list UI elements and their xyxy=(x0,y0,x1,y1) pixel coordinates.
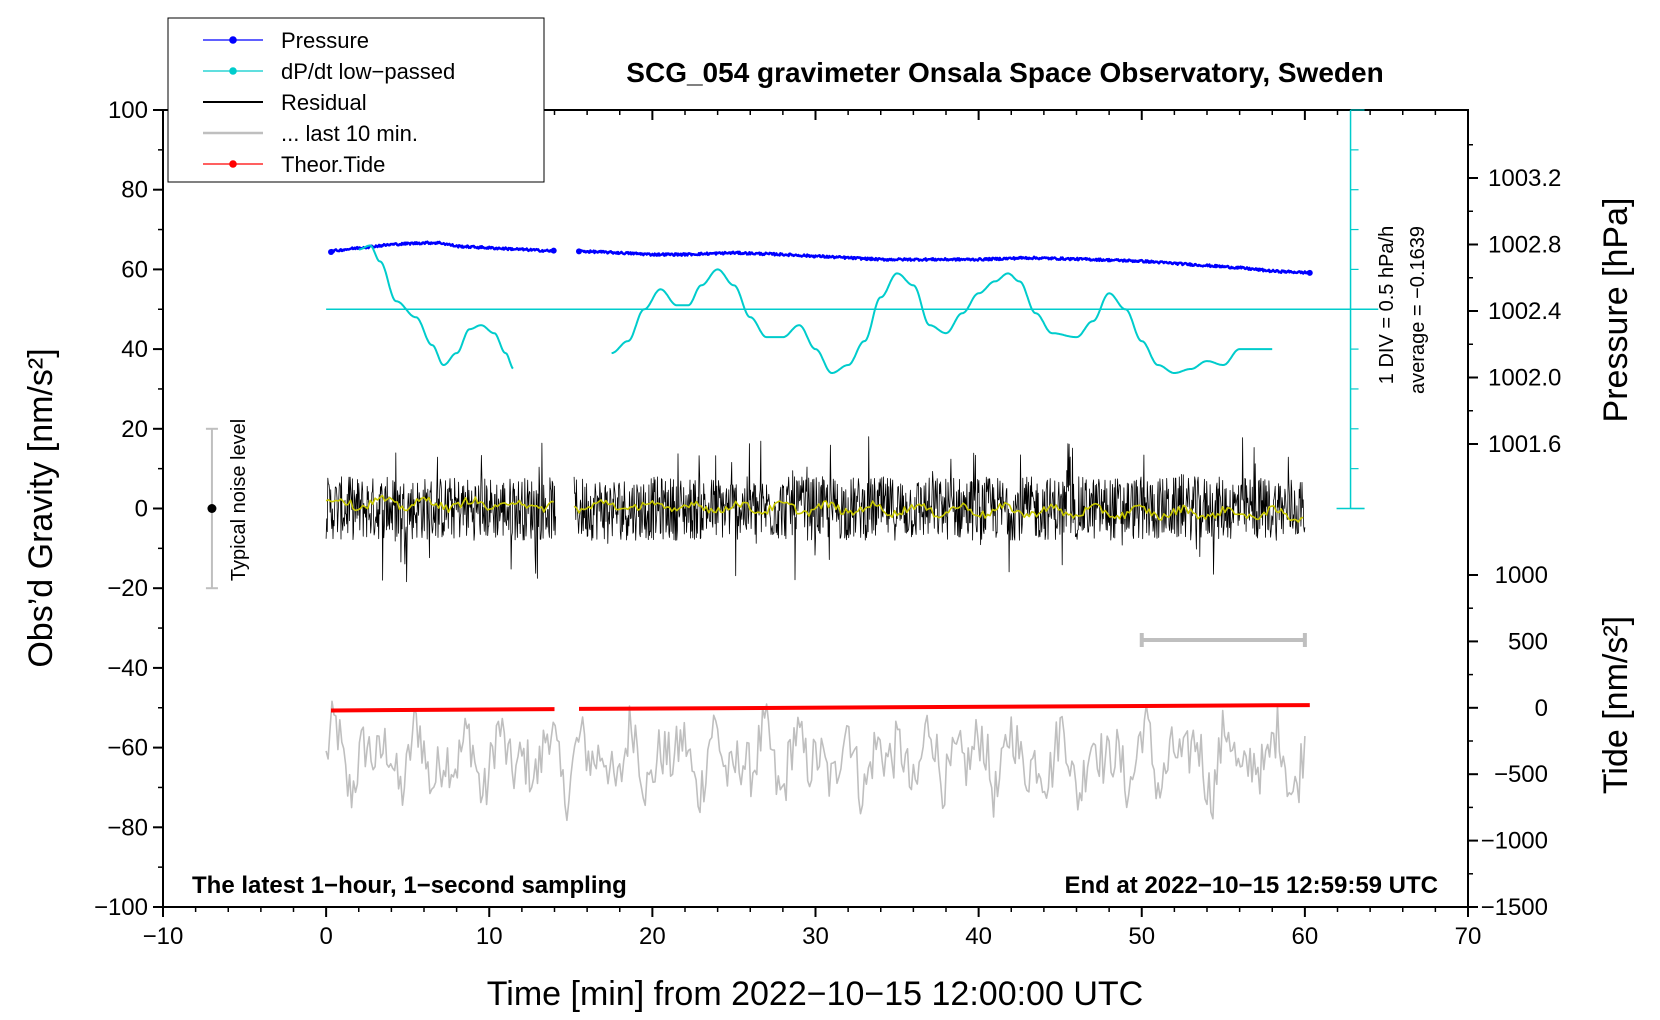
y-axis-title-pressure: Pressure [hPa] xyxy=(1597,198,1635,423)
y-tick-label: 0 xyxy=(135,496,148,523)
x-tick-label: 10 xyxy=(476,923,503,950)
y-tick-label: 20 xyxy=(121,416,148,443)
tide-tick-label: 500 xyxy=(1508,628,1548,655)
dpdt-line-0 xyxy=(358,244,514,370)
noise-level-label: Typical noise level xyxy=(228,419,250,581)
y-tick-label: −100 xyxy=(94,894,148,921)
dpdt-line-1 xyxy=(611,268,1273,374)
legend-marker xyxy=(229,67,237,75)
tide-tick-label: −500 xyxy=(1494,761,1548,788)
note-end-time: End at 2022−10−15 12:59:59 UTC xyxy=(1064,872,1438,899)
y-tick-label: −40 xyxy=(107,655,148,682)
pressure-tick-label: 1002.0 xyxy=(1488,365,1561,392)
legend-label: Residual xyxy=(281,90,367,115)
pressure-tick-label: 1003.2 xyxy=(1488,165,1561,192)
y-tick-label: 100 xyxy=(108,97,148,124)
pressure-tick-label: 1002.8 xyxy=(1488,232,1561,259)
tide-tick-label: 0 xyxy=(1535,695,1548,722)
axis-ticks: −10 0 10 20 30 40 50 60 70100806040200−20−40−60−… xyxy=(94,97,1561,950)
y-tick-label: −20 xyxy=(107,575,148,602)
pressure-point xyxy=(328,248,335,255)
legend-marker xyxy=(229,160,237,168)
legend-label: dP/dt low−passed xyxy=(281,59,455,84)
y-tick-label: 40 xyxy=(121,336,148,363)
grey-trace-line xyxy=(325,700,1306,822)
legend-label: Pressure xyxy=(281,28,369,53)
pressure-point xyxy=(1306,269,1313,276)
legend-marker xyxy=(229,36,237,44)
x-tick-label: 30 xyxy=(802,923,829,950)
tide-line-1 xyxy=(578,703,1310,711)
y-axis-title-tide: Tide [nm/s²] xyxy=(1597,616,1635,794)
x-tick-label: 20 xyxy=(639,923,666,950)
average-label: average = −0.1639 xyxy=(1407,226,1429,394)
y-tick-label: 60 xyxy=(121,256,148,283)
legend-label: Theor.Tide xyxy=(281,152,385,177)
pressure-tick-label: 1002.4 xyxy=(1488,298,1561,325)
pressure-point xyxy=(575,248,582,255)
x-tick-label: 60 xyxy=(1292,923,1319,950)
note-sampling: The latest 1−hour, 1−second sampling xyxy=(192,872,627,899)
x-tick-label: 70 xyxy=(1455,923,1482,950)
chart-title: SCG_054 gravimeter Onsala Space Observat… xyxy=(626,57,1383,88)
x-axis-title: Time [min] from 2022−10−15 12:00:00 UTC xyxy=(487,975,1143,1013)
tide-line-0 xyxy=(330,707,555,713)
residual-line-0 xyxy=(325,442,556,583)
pressure-line-1 xyxy=(578,249,1311,275)
y-axis-title-gravity: Obs’d Gravity [nm/s²] xyxy=(22,348,60,667)
residual-smoothed-line-1 xyxy=(573,499,1304,523)
legend: Pressure dP/dt low−passed Residual ... last… xyxy=(167,17,545,183)
x-tick-label: 0 xyxy=(319,923,332,950)
pressure-tick-label: 1001.6 xyxy=(1488,431,1561,458)
noise-level-indicator: Typical noise level xyxy=(205,419,250,590)
tide-tick-label: 1000 xyxy=(1495,562,1548,589)
y-tick-label: 80 xyxy=(121,177,148,204)
y-tick-label: −60 xyxy=(107,735,148,762)
residual-smoothed-line-0 xyxy=(325,494,554,513)
pressure-point xyxy=(550,247,557,254)
series-layer xyxy=(325,109,1379,822)
pressure-line-0 xyxy=(329,240,555,254)
tide-tick-label: −1000 xyxy=(1481,828,1548,855)
residual-line-1 xyxy=(573,436,1306,581)
x-tick-label: −10 xyxy=(143,923,184,950)
div-scale-label: 1 DIV = 0.5 hPa/h xyxy=(1376,226,1398,384)
legend-label: ... last 10 min. xyxy=(281,121,418,146)
noise-level-dot xyxy=(207,504,217,513)
y-tick-label: −80 xyxy=(107,814,148,841)
tide-tick-label: −1500 xyxy=(1481,894,1548,921)
legend-box xyxy=(167,17,545,183)
x-tick-label: 40 xyxy=(965,923,992,950)
x-tick-label: 50 xyxy=(1128,923,1155,950)
